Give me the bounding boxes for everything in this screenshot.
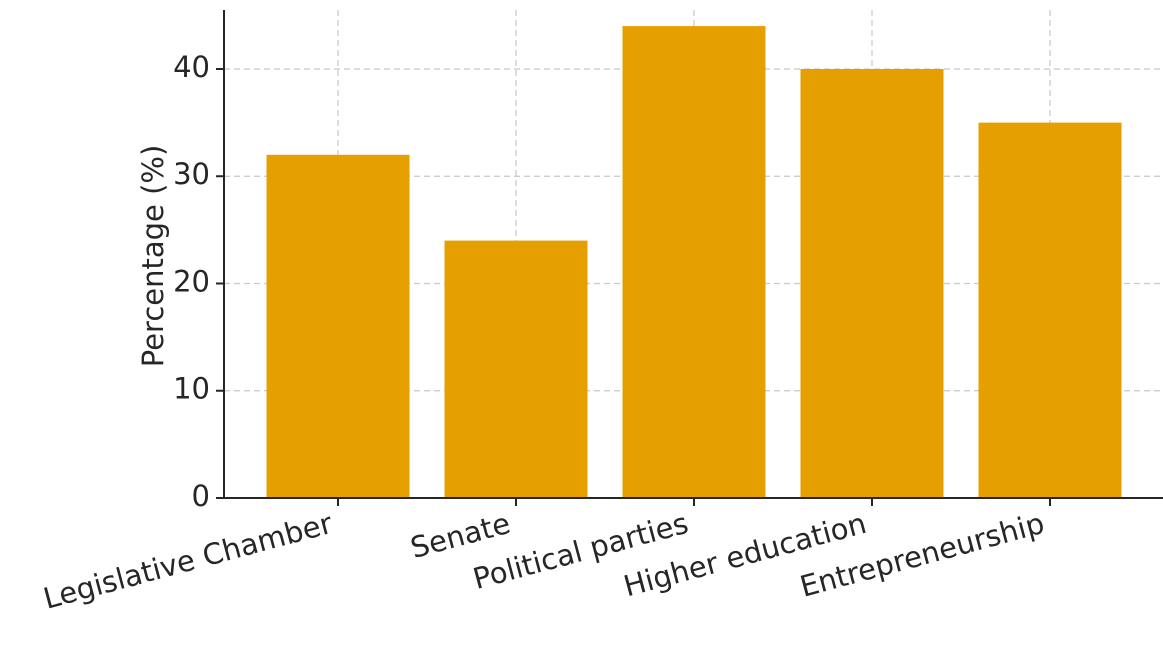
y-tick-label: 40 bbox=[173, 50, 210, 84]
y-tick-label: 20 bbox=[173, 264, 210, 298]
x-tick-label: Legislative Chamber bbox=[40, 506, 336, 616]
y-tick-label: 30 bbox=[173, 157, 210, 191]
bars bbox=[266, 26, 1122, 499]
bar-political-parties bbox=[622, 26, 766, 498]
y-tick-label: 10 bbox=[173, 372, 210, 406]
bar-senate bbox=[444, 240, 588, 499]
bar-higher-education bbox=[800, 68, 944, 498]
bar-legislative-chamber bbox=[266, 154, 410, 499]
y-tick-label: 0 bbox=[192, 479, 210, 513]
y-axis-title: Percentage (%) bbox=[136, 145, 170, 368]
axes bbox=[216, 10, 1163, 506]
bar-entrepreneurship bbox=[978, 122, 1122, 498]
